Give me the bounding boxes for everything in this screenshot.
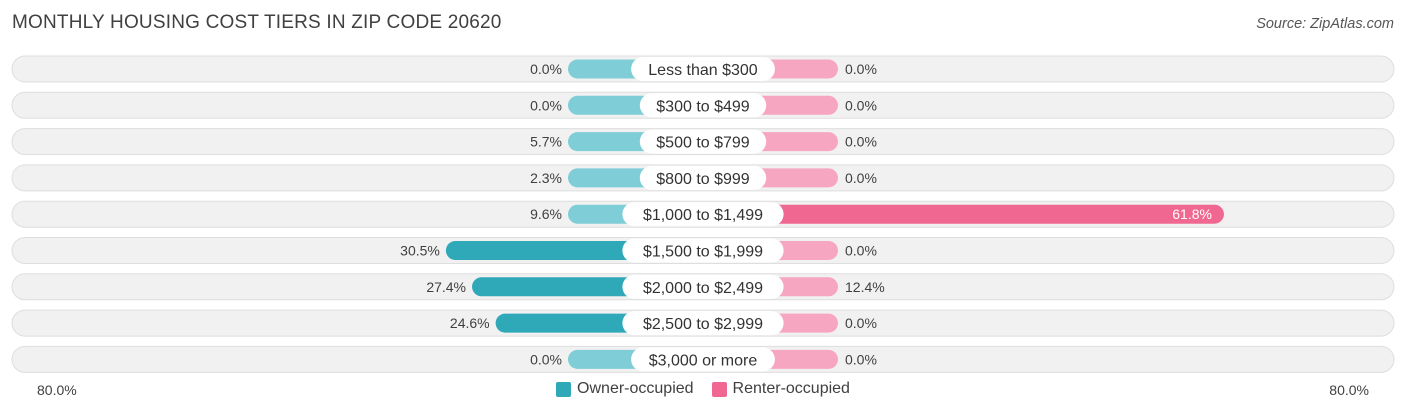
category-label: Less than $300 (648, 62, 758, 79)
category-pill (622, 274, 784, 299)
category-label: $1,000 to $1,499 (643, 207, 763, 224)
category-pill (639, 165, 767, 190)
category-pill (622, 311, 784, 336)
category-label: $300 to $499 (656, 98, 750, 115)
legend-owner-label: Owner-occupied (577, 380, 694, 397)
renter-value-label: 61.8% (1172, 206, 1212, 222)
renter-value-label: 0.0% (845, 134, 877, 150)
renter-value-label: 0.0% (845, 351, 877, 367)
category-pill (631, 347, 775, 372)
renter-value-label: 0.0% (845, 315, 877, 331)
legend: Owner-occupied Renter-occupied (0, 380, 1406, 398)
owner-value-label: 9.6% (530, 206, 562, 222)
owner-value-label: 24.6% (450, 315, 490, 331)
owner-value-label: 0.0% (530, 97, 562, 113)
category-label: $800 to $999 (656, 171, 750, 188)
legend-renter-swatch (711, 381, 727, 397)
axis-left-label: 80.0% (37, 382, 77, 398)
owner-value-label: 0.0% (530, 351, 562, 367)
category-pill (639, 129, 767, 154)
legend-renter-label: Renter-occupied (732, 380, 850, 397)
legend-renter: Renter-occupied (711, 380, 850, 398)
renter-value-label: 0.0% (845, 97, 877, 113)
renter-bar (703, 204, 1224, 224)
legend-owner-swatch (556, 381, 572, 397)
renter-value-label: 12.4% (845, 279, 885, 295)
axis-right-label: 80.0% (1329, 382, 1369, 398)
category-pill (631, 57, 775, 81)
owner-value-label: 0.0% (530, 61, 562, 77)
renter-value-label: 0.0% (845, 61, 877, 77)
chart-title: MONTHLY HOUSING COST TIERS IN ZIP CODE 2… (12, 12, 502, 33)
owner-value-label: 2.3% (530, 170, 562, 186)
category-label: $500 to $799 (656, 135, 750, 152)
category-pill (622, 202, 784, 227)
owner-value-label: 30.5% (400, 243, 440, 259)
category-label: $1,500 to $1,999 (643, 244, 763, 261)
category-label: $2,500 to $2,999 (643, 316, 763, 333)
category-label: $2,000 to $2,499 (643, 280, 763, 297)
legend-owner: Owner-occupied (556, 380, 694, 398)
category-pill (622, 238, 784, 263)
owner-value-label: 27.4% (426, 279, 466, 295)
renter-value-label: 0.0% (845, 243, 877, 259)
owner-value-label: 5.7% (530, 134, 562, 150)
source-note: Source: ZipAtlas.com (1256, 16, 1394, 32)
category-label: $3,000 or more (649, 352, 758, 369)
renter-value-label: 0.0% (845, 170, 877, 186)
diverging-bar-chart: 0.0% 0.0% Less than $300 0.0% 0.0% $300 to $4… (11, 55, 1395, 373)
category-pill (639, 93, 767, 118)
